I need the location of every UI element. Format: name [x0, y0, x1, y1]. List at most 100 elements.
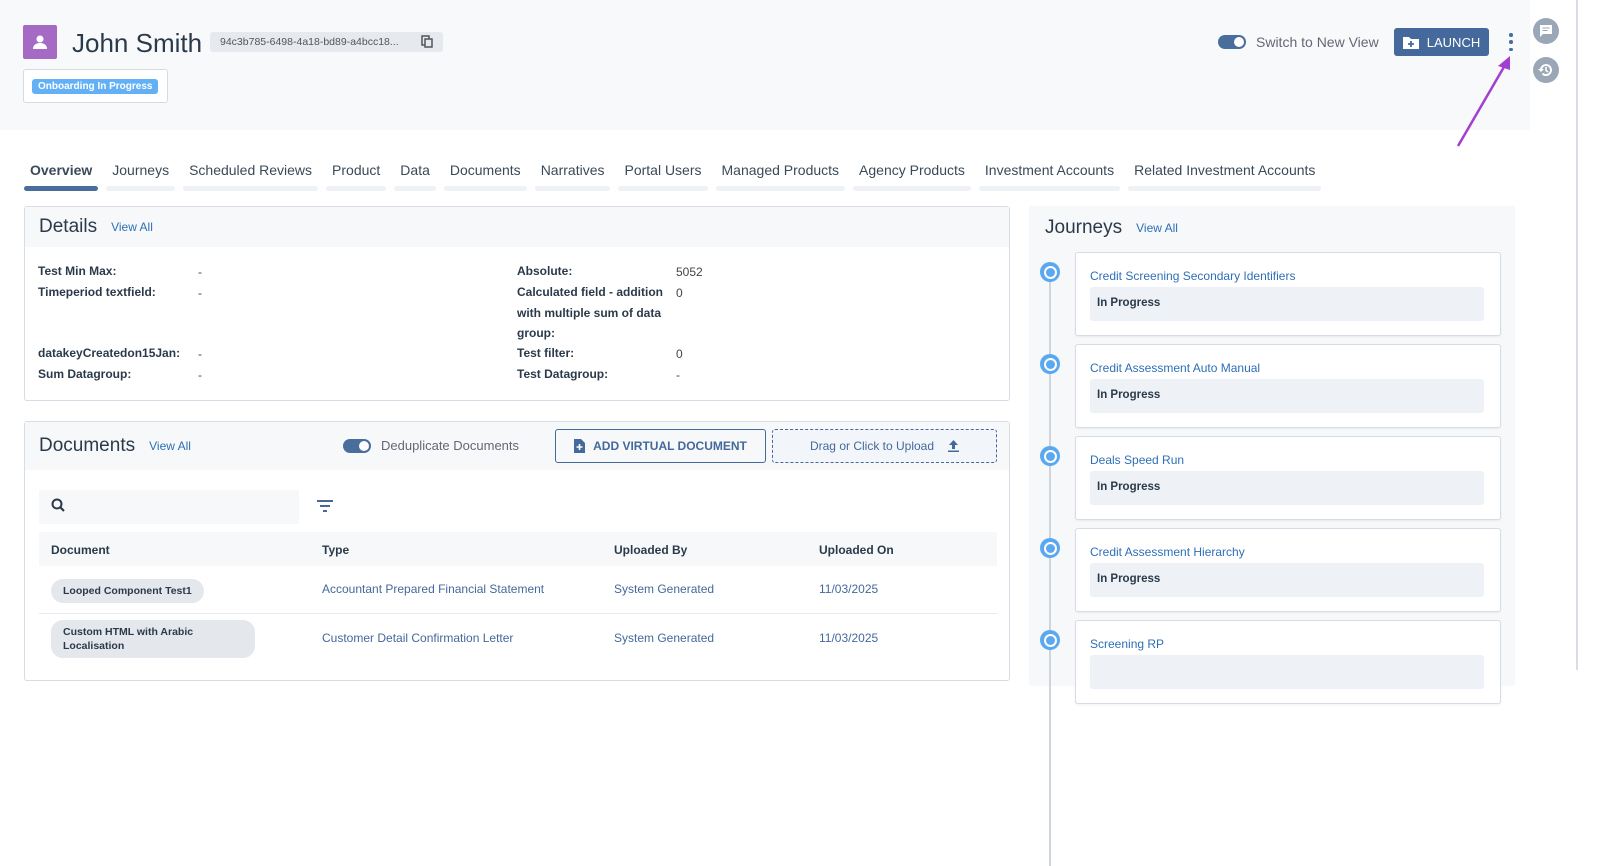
- document-type: Accountant Prepared Financial Statement: [322, 582, 545, 596]
- details-panel: Details View All Test Min Max: - Timeperio…: [24, 206, 1010, 401]
- detail-value: -: [676, 368, 680, 382]
- detail-label: Test Min Max:: [38, 264, 117, 278]
- detail-value: 0: [676, 286, 683, 300]
- tab-investment-accounts[interactable]: Investment Accounts: [978, 162, 1121, 192]
- detail-value: 5052: [676, 265, 703, 279]
- tab-managed-products[interactable]: Managed Products: [715, 162, 846, 192]
- tab-journeys[interactable]: Journeys: [106, 162, 175, 192]
- documents-view-all-link[interactable]: View All: [149, 439, 191, 453]
- annotation-arrow-icon: [1456, 56, 1510, 147]
- tab-documents[interactable]: Documents: [443, 162, 527, 192]
- journey-name-link[interactable]: Credit Assessment Hierarchy: [1090, 545, 1245, 559]
- table-row[interactable]: Looped Component Test1 Accountant Prepar…: [39, 566, 997, 614]
- add-virtual-document-label: ADD VIRTUAL DOCUMENT: [593, 439, 747, 453]
- tab-portal-users[interactable]: Portal Users: [618, 162, 708, 192]
- document-plus-icon: [574, 439, 586, 453]
- journey-status-icon: [1040, 354, 1060, 374]
- tab-related-investment-accounts[interactable]: Related Investment Accounts: [1128, 162, 1322, 192]
- table-row[interactable]: Custom HTML with Arabic Localisation Cus…: [39, 614, 997, 662]
- comments-button[interactable]: [1533, 18, 1559, 44]
- switch-view-label: Switch to New View: [1256, 34, 1379, 50]
- journeys-view-all-link[interactable]: View All: [1136, 221, 1178, 235]
- record-header: John Smith 94c3b785-6498-4a18-bd89-a4bcc…: [0, 0, 1530, 130]
- filter-icon[interactable]: [317, 500, 333, 512]
- tab-narratives[interactable]: Narratives: [534, 162, 611, 192]
- details-view-all-link[interactable]: View All: [111, 220, 153, 234]
- journey-name-link[interactable]: Credit Screening Secondary Identifiers: [1090, 269, 1296, 283]
- detail-value: -: [198, 347, 202, 361]
- journey-name-link[interactable]: Deals Speed Run: [1090, 453, 1185, 467]
- launch-button[interactable]: LAUNCH: [1394, 28, 1489, 56]
- detail-label: Test Datagroup:: [517, 367, 609, 381]
- more-options-icon[interactable]: [1506, 33, 1516, 51]
- tab-bar: Overview Journeys Scheduled Reviews Product…: [24, 162, 1322, 192]
- journey-status: In Progress: [1090, 287, 1484, 321]
- status-box: Onboarding In Progress: [23, 69, 168, 103]
- journey-status-icon: [1040, 538, 1060, 558]
- avatar: [23, 25, 57, 59]
- switch-view-toggle[interactable]: Switch to New View: [1218, 34, 1379, 50]
- toggle[interactable]: [1218, 35, 1246, 49]
- history-button[interactable]: [1533, 57, 1559, 83]
- deduplicate-toggle[interactable]: Deduplicate Documents: [343, 438, 519, 453]
- copy-icon[interactable]: [421, 35, 433, 48]
- journey-name-link[interactable]: Screening RP: [1090, 637, 1165, 651]
- right-rail: [1576, 0, 1578, 670]
- journey-status-icon: [1040, 262, 1060, 282]
- record-id: 94c3b785-6498-4a18-bd89-a4bcc18...: [210, 32, 443, 52]
- journey-card[interactable]: Credit Screening Secondary Identifiers In…: [1075, 252, 1501, 336]
- column-header[interactable]: Uploaded On: [819, 543, 894, 557]
- journey-card[interactable]: Credit Assessment Hierarchy In Progress: [1075, 528, 1501, 612]
- document-search-input[interactable]: [39, 490, 299, 524]
- comment-icon: [1540, 25, 1552, 37]
- journey-name-link[interactable]: Credit Assessment Auto Manual: [1090, 361, 1261, 375]
- detail-label: Sum Datagroup:: [38, 367, 132, 381]
- search-icon: [51, 498, 65, 512]
- upload-dropzone[interactable]: Drag or Click to Upload: [772, 429, 997, 463]
- journey-card[interactable]: Credit Assessment Auto Manual In Progress: [1075, 344, 1501, 428]
- detail-label: Timeperiod textfield:: [38, 285, 156, 299]
- upload-icon: [948, 440, 960, 452]
- tab-agency-products[interactable]: Agency Products: [853, 162, 971, 192]
- journey-card[interactable]: Screening RP: [1075, 620, 1501, 704]
- documents-title: Documents: [39, 435, 136, 456]
- folder-plus-icon: [1402, 36, 1419, 49]
- details-title: Details: [39, 216, 98, 237]
- journey-status: [1090, 655, 1484, 689]
- document-name-chip[interactable]: Custom HTML with Arabic Localisation: [51, 620, 255, 658]
- documents-panel: Documents View All Deduplicate Documents …: [24, 421, 1010, 681]
- uploaded-by: System Generated: [614, 582, 715, 596]
- journey-status: In Progress: [1090, 563, 1484, 597]
- journey-status-icon: [1040, 630, 1060, 650]
- document-name-chip[interactable]: Looped Component Test1: [51, 579, 204, 603]
- user-icon: [33, 35, 47, 49]
- tab-product[interactable]: Product: [326, 162, 387, 192]
- column-header[interactable]: Document: [51, 543, 110, 557]
- uploaded-on: 11/03/2025: [819, 631, 879, 645]
- column-header[interactable]: Type: [322, 543, 350, 557]
- detail-label: Calculated field - addition with multipl…: [517, 285, 664, 340]
- journey-status: In Progress: [1090, 379, 1484, 413]
- detail-value: 0: [676, 347, 683, 361]
- launch-label: LAUNCH: [1426, 34, 1481, 50]
- column-header[interactable]: Uploaded By: [614, 543, 688, 557]
- detail-label: Absolute:: [517, 264, 573, 278]
- journeys-panel: Journeys View All Credit Screening Second…: [1029, 206, 1515, 866]
- tab-overview[interactable]: Overview: [24, 162, 99, 192]
- tab-data[interactable]: Data: [394, 162, 436, 192]
- detail-value: -: [198, 265, 202, 279]
- tab-scheduled-reviews[interactable]: Scheduled Reviews: [183, 162, 319, 192]
- history-icon: [1538, 64, 1552, 77]
- journey-status-icon: [1040, 446, 1060, 466]
- document-type: Customer Detail Confirmation Letter: [322, 631, 514, 645]
- timeline-line: [1049, 266, 1051, 866]
- documents-table-header: Document Type Uploaded By Uploaded On: [39, 532, 997, 566]
- detail-value: -: [198, 286, 202, 300]
- upload-label: Drag or Click to Upload: [809, 439, 935, 453]
- detail-value: -: [198, 368, 202, 382]
- add-virtual-document-button[interactable]: ADD VIRTUAL DOCUMENT: [555, 429, 766, 463]
- toggle[interactable]: [343, 438, 371, 453]
- journey-card[interactable]: Deals Speed Run In Progress: [1075, 436, 1501, 520]
- uploaded-by: System Generated: [614, 631, 715, 645]
- deduplicate-label: Deduplicate Documents: [381, 438, 520, 453]
